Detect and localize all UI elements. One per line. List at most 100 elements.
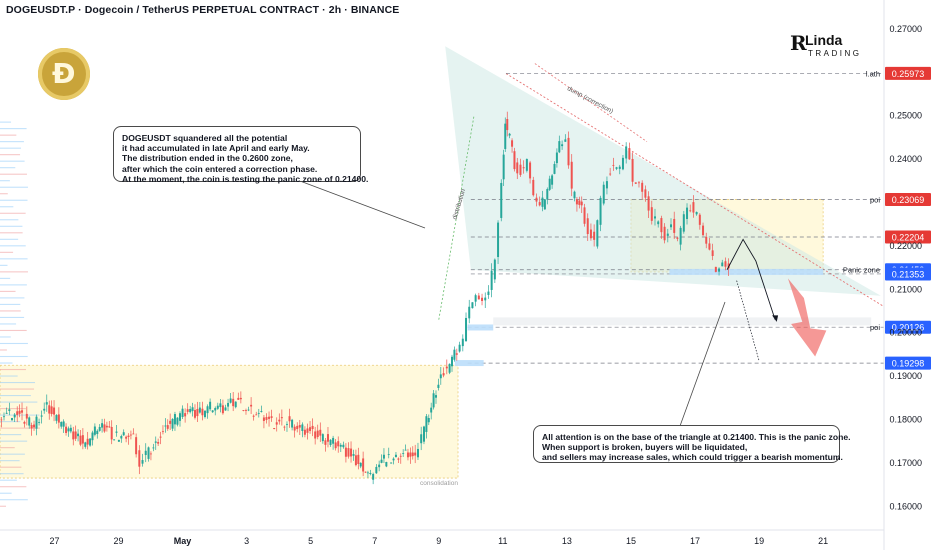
candle-body [244,410,247,411]
volume-profile-bar [0,147,21,149]
candle-body [326,434,329,442]
volume-profile-bar [0,297,25,299]
candle-body [60,422,63,427]
x-tick-label: 5 [308,536,313,546]
candle-body [203,410,206,418]
candle-body [609,173,612,175]
candle-body [227,402,230,407]
candle-body [380,459,383,463]
candle-body [357,454,360,464]
candle-body [425,416,428,432]
candle-body [283,426,286,428]
y-tick-label: 0.20000 [889,328,922,338]
volume-profile-bar [0,121,12,123]
candle-body [647,196,650,211]
candle-body [25,413,28,419]
candle-body [21,410,24,413]
candle-body [154,441,157,443]
chart-title: DOGEUSDT.P · Dogecoin / TetherUS PERPETU… [6,4,400,16]
candle-body [101,423,104,428]
candle-body [3,416,6,418]
candle-body [541,197,544,207]
candle-body [316,430,319,438]
volume-profile-bar [0,180,10,182]
candle-body [234,401,237,408]
candle-body [221,405,224,414]
candle-body [406,452,409,458]
candle-body [625,146,628,159]
poi-band [493,317,872,326]
candle-body [504,123,507,149]
candle-body [132,433,135,435]
candle-body [404,449,407,451]
candle-body [103,424,106,432]
candle-body [62,421,65,427]
volume-profile-bar [0,408,26,410]
candle-body [634,182,637,184]
candle-body [350,448,353,457]
candle-body [260,411,263,412]
candle-body [216,405,219,409]
candle-body [535,197,538,202]
volume-profile-bar [0,160,25,162]
candle-body [359,462,362,467]
candle-body [375,466,378,474]
volume-profile-bar [0,251,14,253]
volume-profile-bar [0,388,35,390]
candle-body [193,410,196,418]
candle-body [573,191,576,199]
candle-body [173,414,176,425]
volume-profile-bar [0,499,28,501]
brand-logo: R Linda TRADING [790,31,859,66]
volume-profile-bar [0,336,11,338]
candle-body [293,426,296,431]
volume-profile-bar [0,401,38,403]
candle-body [596,220,599,247]
candle-body [602,184,605,204]
candle-body [366,472,369,474]
candle-body [8,409,11,411]
candle-body [252,415,255,417]
candle-body [273,428,276,430]
candle-body [285,423,288,425]
volume-profile-bar [0,303,21,305]
candle-body [382,454,385,459]
candle-body [40,415,43,417]
volume-profile-bar [0,355,28,358]
candle-body [599,197,602,225]
candle-body [670,224,673,228]
volume-profile-bar [0,167,16,169]
x-tick-label: 13 [562,536,572,546]
candle-body [468,306,471,319]
candle-body [432,393,435,408]
candle-body [637,182,640,184]
candle-body [334,442,337,449]
candle-body [342,444,345,448]
y-tick-label: 0.19000 [889,371,922,381]
coin-glyph: Ð [52,57,76,90]
candle-body [618,166,621,169]
candle-body [176,417,179,425]
distribution-arrow [438,115,475,320]
candle-body [543,199,546,210]
candle-body [702,225,705,236]
candle-body [11,418,14,421]
candle-body [189,408,192,413]
candle-body [471,302,474,309]
dogecoin-icon: Ð [38,48,90,100]
volume-profile-bar [0,395,31,397]
volume-profile-bar [0,427,40,429]
candle-body [268,416,271,419]
brand-mark: R [790,31,807,55]
candle-body [53,407,56,415]
y-tick-label: 0.16000 [889,501,922,511]
candle-body [679,227,682,245]
candle-body [508,133,511,136]
projection-path [726,238,776,320]
candle-body [385,461,388,467]
candle-body [89,438,92,446]
candle-body [0,419,3,421]
note-left-pointer [299,180,426,229]
candle-body [698,214,701,225]
candle-body [247,409,250,411]
